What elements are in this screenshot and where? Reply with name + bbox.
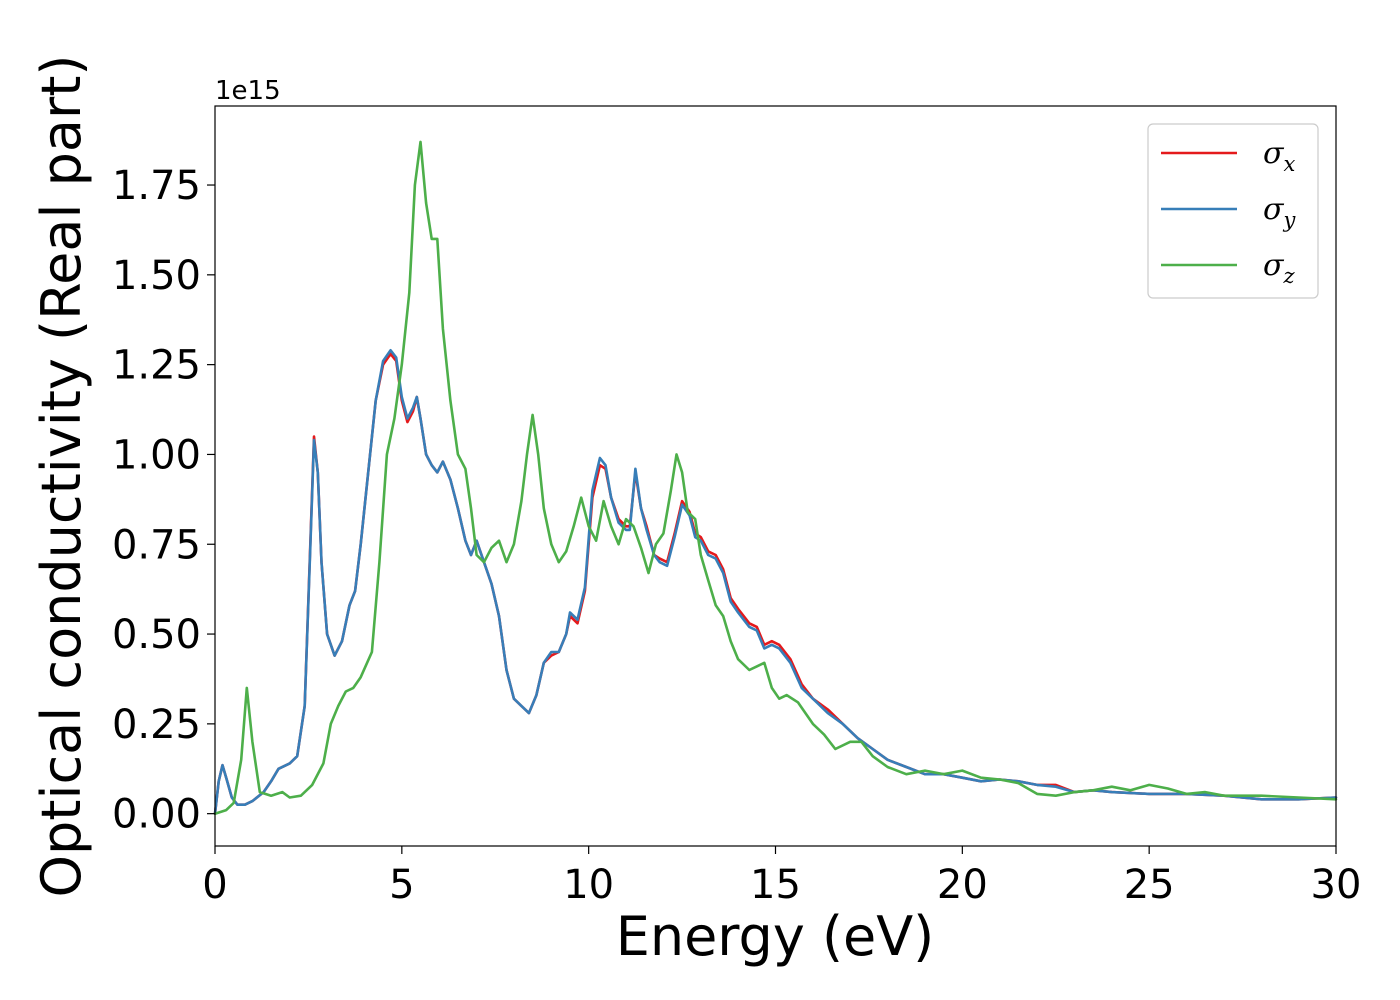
x-tick-label: 5 [389, 862, 414, 908]
y-axis-title: Optical conductivity (Real part) [30, 55, 93, 898]
x-tick-label: 10 [563, 862, 614, 908]
y-tick-label: 1.25 [112, 343, 201, 389]
series-line-y [213, 349, 1338, 815]
legend: σx σy σz [1147, 123, 1319, 299]
x-tick-label: 30 [1311, 862, 1362, 908]
y-tick-label: 1.00 [112, 432, 201, 478]
series-layer [213, 140, 1338, 815]
y-tick-label: 1.75 [112, 163, 201, 209]
y-tick-label: 1.50 [112, 253, 201, 299]
series-line-z [213, 140, 1338, 815]
x-tick-label: 0 [202, 862, 227, 908]
y-axis: 0.00 0.25 0.50 0.75 1.00 1.25 1.50 1.75 [112, 163, 215, 838]
x-tick-label: 15 [750, 862, 801, 908]
y-tick-label: 0.00 [112, 792, 201, 838]
legend-label-y: σy [1263, 192, 1296, 232]
legend-box [1147, 123, 1319, 299]
y-tick-label: 0.75 [112, 522, 201, 568]
series-line-x [213, 352, 1338, 815]
legend-label-x: σx [1263, 136, 1295, 176]
y-offset-label: 1e15 [215, 76, 281, 106]
x-axis: 0 5 10 15 20 25 30 [202, 846, 1361, 908]
legend-label-z: σz [1263, 248, 1295, 288]
x-tick-label: 20 [937, 862, 988, 908]
x-tick-label: 25 [1124, 862, 1175, 908]
x-axis-title: Energy (eV) [616, 905, 935, 968]
y-tick-label: 0.50 [112, 612, 201, 658]
y-tick-label: 0.25 [112, 702, 201, 748]
